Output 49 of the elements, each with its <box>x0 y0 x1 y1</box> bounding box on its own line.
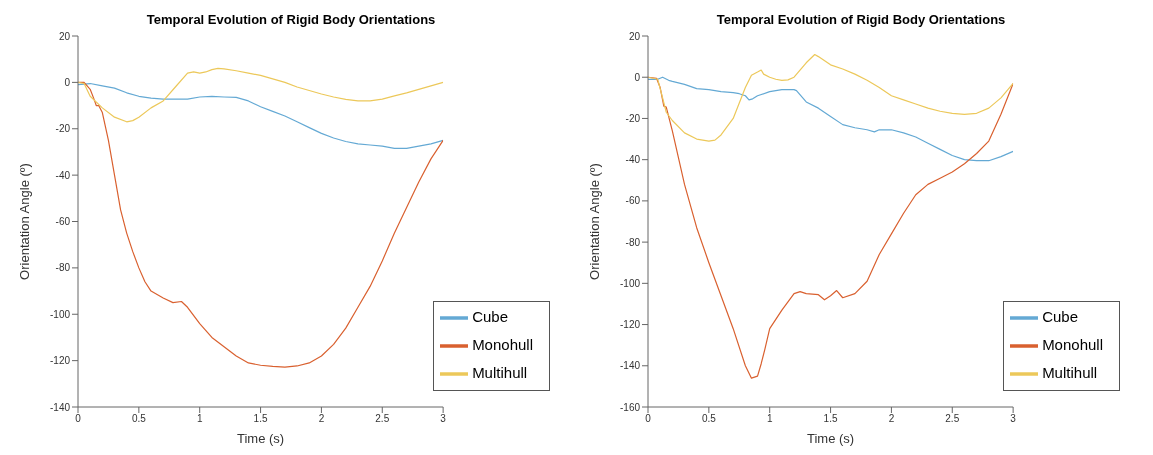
x-axis-title: Time (s) <box>236 431 285 446</box>
y-tick-label: 20 <box>628 30 641 42</box>
y-tick-label: -60 <box>55 216 71 228</box>
line-series <box>78 67 444 123</box>
legend-label: Monohull <box>472 335 533 353</box>
legend-label: Cube <box>472 307 508 325</box>
y-axis-title: Orientation Angle (º) <box>586 163 602 280</box>
y-tick-label: -100 <box>619 277 641 289</box>
x-tick-label: 3 <box>440 413 447 425</box>
y-tick-label: 0 <box>64 76 71 88</box>
x-tick-label: 1.5 <box>823 413 838 425</box>
x-tick-label: 0 <box>75 413 82 425</box>
y-tick-label: -120 <box>619 319 641 331</box>
x-tick-label: 1.5 <box>253 413 268 425</box>
y-tick-label: -20 <box>55 123 71 135</box>
legend-label: Monohull <box>1042 335 1103 353</box>
y-tick-label: 0 <box>634 71 641 83</box>
y-tick-label: -20 <box>625 112 641 124</box>
x-tick-label: 1 <box>766 413 773 425</box>
y-tick-label: -60 <box>625 195 641 207</box>
x-tick-label: 0 <box>645 413 652 425</box>
line-series <box>648 53 1014 142</box>
y-axis-title: Orientation Angle (º) <box>16 163 32 280</box>
y-tick-label: -100 <box>49 308 71 320</box>
x-tick-label: 2 <box>888 413 895 425</box>
legend-label: Multihull <box>1042 363 1098 381</box>
y-tick-label: -140 <box>49 401 71 413</box>
x-tick-label: 3 <box>1010 413 1017 425</box>
y-tick-label: -160 <box>619 401 641 413</box>
y-tick-label: 20 <box>58 30 71 42</box>
legend-label: Cube <box>1042 307 1078 325</box>
x-tick-label: 0.5 <box>131 413 147 425</box>
y-tick-label: -40 <box>625 154 641 166</box>
y-tick-label: -80 <box>55 262 71 274</box>
x-tick-label: 2.5 <box>375 413 390 425</box>
chart-title: Temporal Evolution of Rigid Body Orientations <box>715 12 1007 27</box>
x-tick-label: 0.5 <box>701 413 717 425</box>
y-tick-label: -120 <box>49 355 71 367</box>
line-series <box>648 76 1014 162</box>
x-tick-label: 1 <box>196 413 203 425</box>
y-tick-label: -40 <box>55 169 71 181</box>
line-series <box>78 82 444 150</box>
chart-title: Temporal Evolution of Rigid Body Orientations <box>145 12 437 27</box>
y-tick-label: -140 <box>619 360 641 372</box>
x-tick-label: 2 <box>318 413 325 425</box>
legend-label: Multihull <box>472 363 528 381</box>
y-tick-label: -80 <box>625 236 641 248</box>
x-tick-label: 2.5 <box>945 413 960 425</box>
x-axis-title: Time (s) <box>806 431 855 446</box>
